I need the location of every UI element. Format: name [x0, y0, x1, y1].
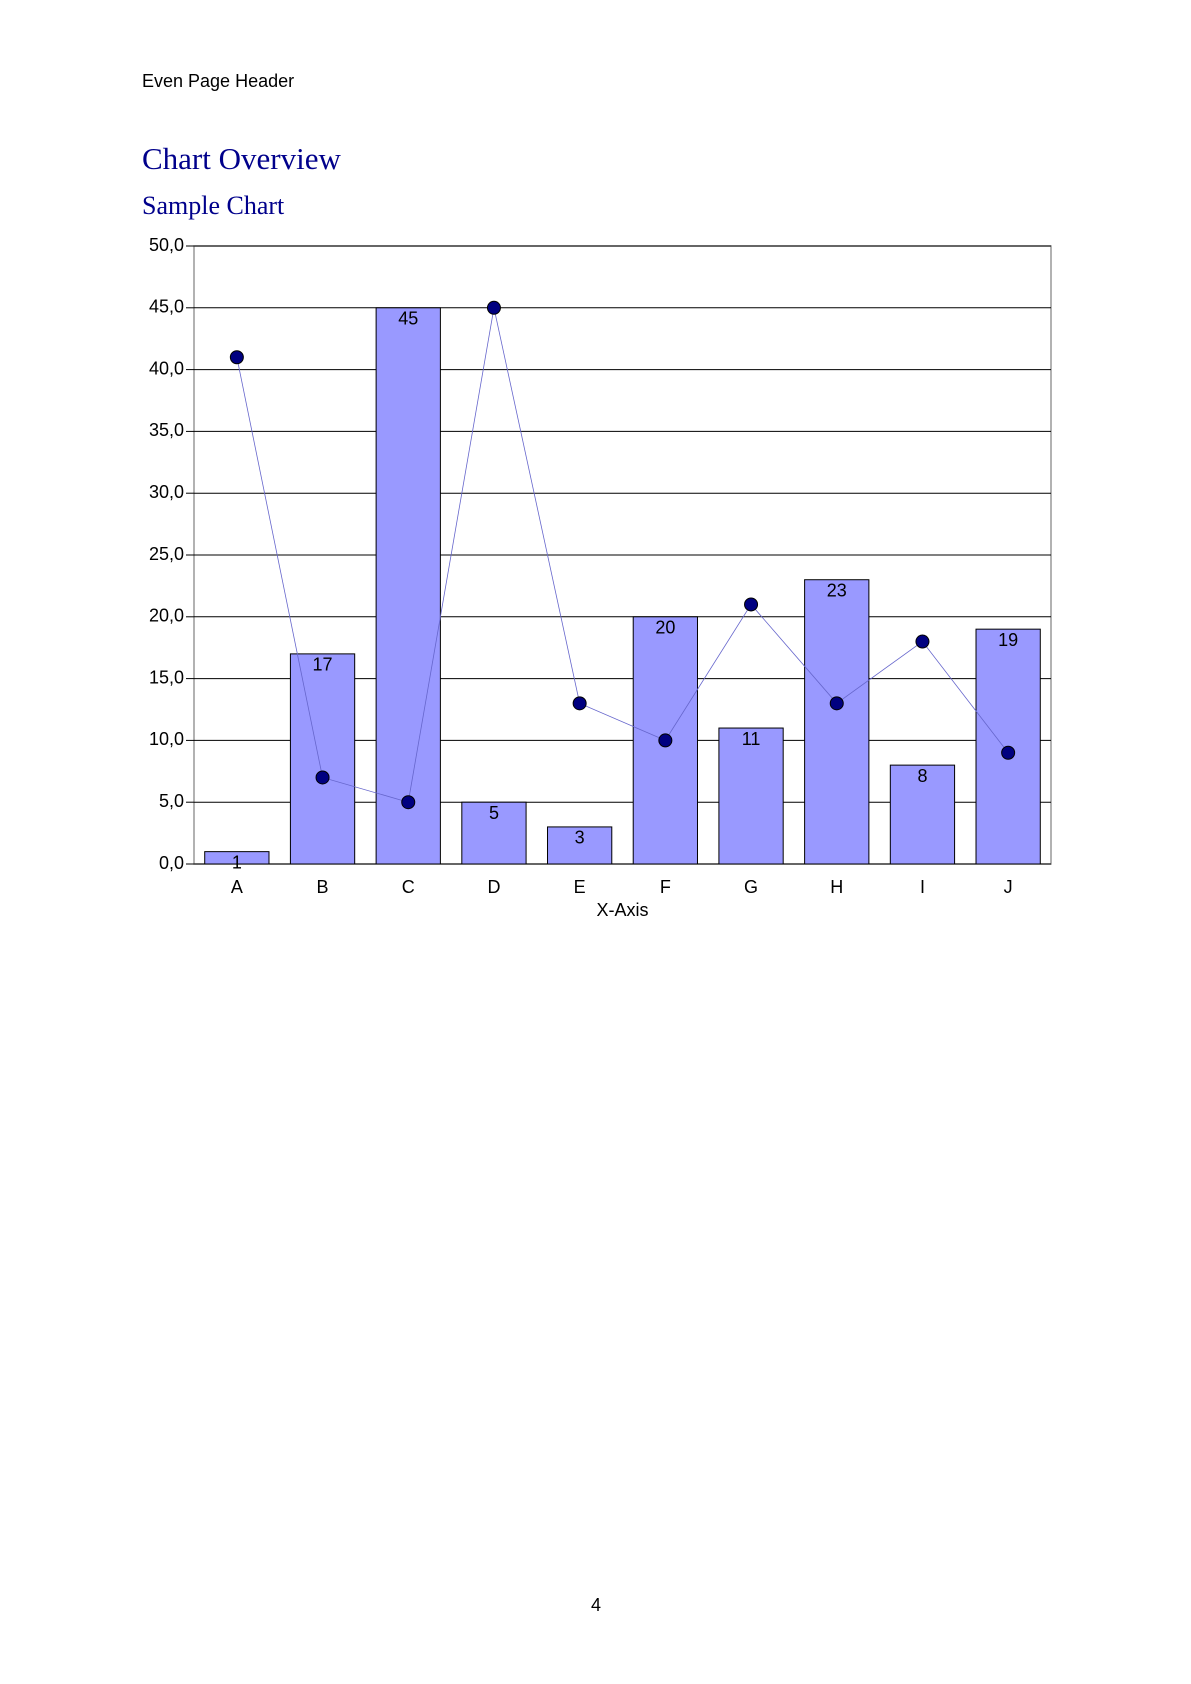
y-tick-label: 5,0 — [159, 791, 184, 811]
marker — [572, 696, 587, 711]
bar — [461, 801, 527, 865]
data-label: 3 — [575, 828, 585, 848]
x-tick-label: B — [317, 877, 329, 897]
heading: Chart Overview — [142, 141, 341, 176]
data-label: 45 — [398, 309, 418, 329]
x-tick-label: A — [231, 877, 243, 897]
y-tick-label: 25,0 — [149, 544, 184, 564]
data-label: 17 — [313, 655, 333, 675]
marker — [229, 350, 244, 365]
marker — [315, 770, 330, 785]
bar — [804, 579, 870, 865]
bar — [547, 826, 613, 865]
y-tick-label: 10,0 — [149, 729, 184, 749]
x-tick-label: D — [487, 877, 500, 897]
y-tick-label: 45,0 — [149, 297, 184, 317]
x-tick-label: F — [660, 877, 671, 897]
x-axis-label: X-Axis — [596, 900, 648, 920]
y-tick-label: 0,0 — [159, 853, 184, 873]
marker — [915, 634, 930, 649]
chart: 0,0 5,0 10,0 15,0 20,0 25,0 30,0 35,0 40,0 45,0 50… — [149, 235, 1052, 920]
data-label: 20 — [655, 618, 675, 638]
marker — [829, 696, 844, 711]
bar — [204, 851, 270, 865]
y-tick-label: 30,0 — [149, 482, 184, 502]
marker — [1001, 745, 1016, 760]
marker — [401, 795, 416, 810]
marker — [658, 733, 673, 748]
x-tick-label: C — [402, 877, 415, 897]
y-tick-label: 20,0 — [149, 606, 184, 626]
y-tick-label: 15,0 — [149, 667, 184, 687]
bar — [718, 727, 784, 865]
page-header: Even Page Header — [142, 71, 294, 91]
data-label: 5 — [489, 803, 499, 823]
bar — [289, 653, 356, 865]
x-tick-label: G — [744, 877, 758, 897]
data-label: 19 — [998, 630, 1018, 650]
x-tick-label: I — [920, 877, 925, 897]
page-number: 4 — [591, 1595, 601, 1615]
marker — [486, 300, 501, 315]
bar — [889, 764, 956, 865]
data-label: 11 — [742, 729, 761, 749]
data-label: 8 — [917, 766, 927, 786]
data-label: 23 — [827, 580, 847, 600]
x-tick-label: J — [1004, 877, 1013, 897]
data-label: 1 — [232, 852, 242, 872]
line — [236, 307, 1009, 803]
bar — [375, 307, 441, 865]
x-tick-label: E — [574, 877, 586, 897]
subheading: Sample Chart — [142, 191, 285, 220]
y-tick-label: 40,0 — [149, 358, 184, 378]
y-tick-label: 35,0 — [149, 420, 184, 440]
x-tick-label: H — [830, 877, 843, 897]
y-tick-label: 50,0 — [149, 235, 184, 255]
marker — [744, 597, 759, 612]
